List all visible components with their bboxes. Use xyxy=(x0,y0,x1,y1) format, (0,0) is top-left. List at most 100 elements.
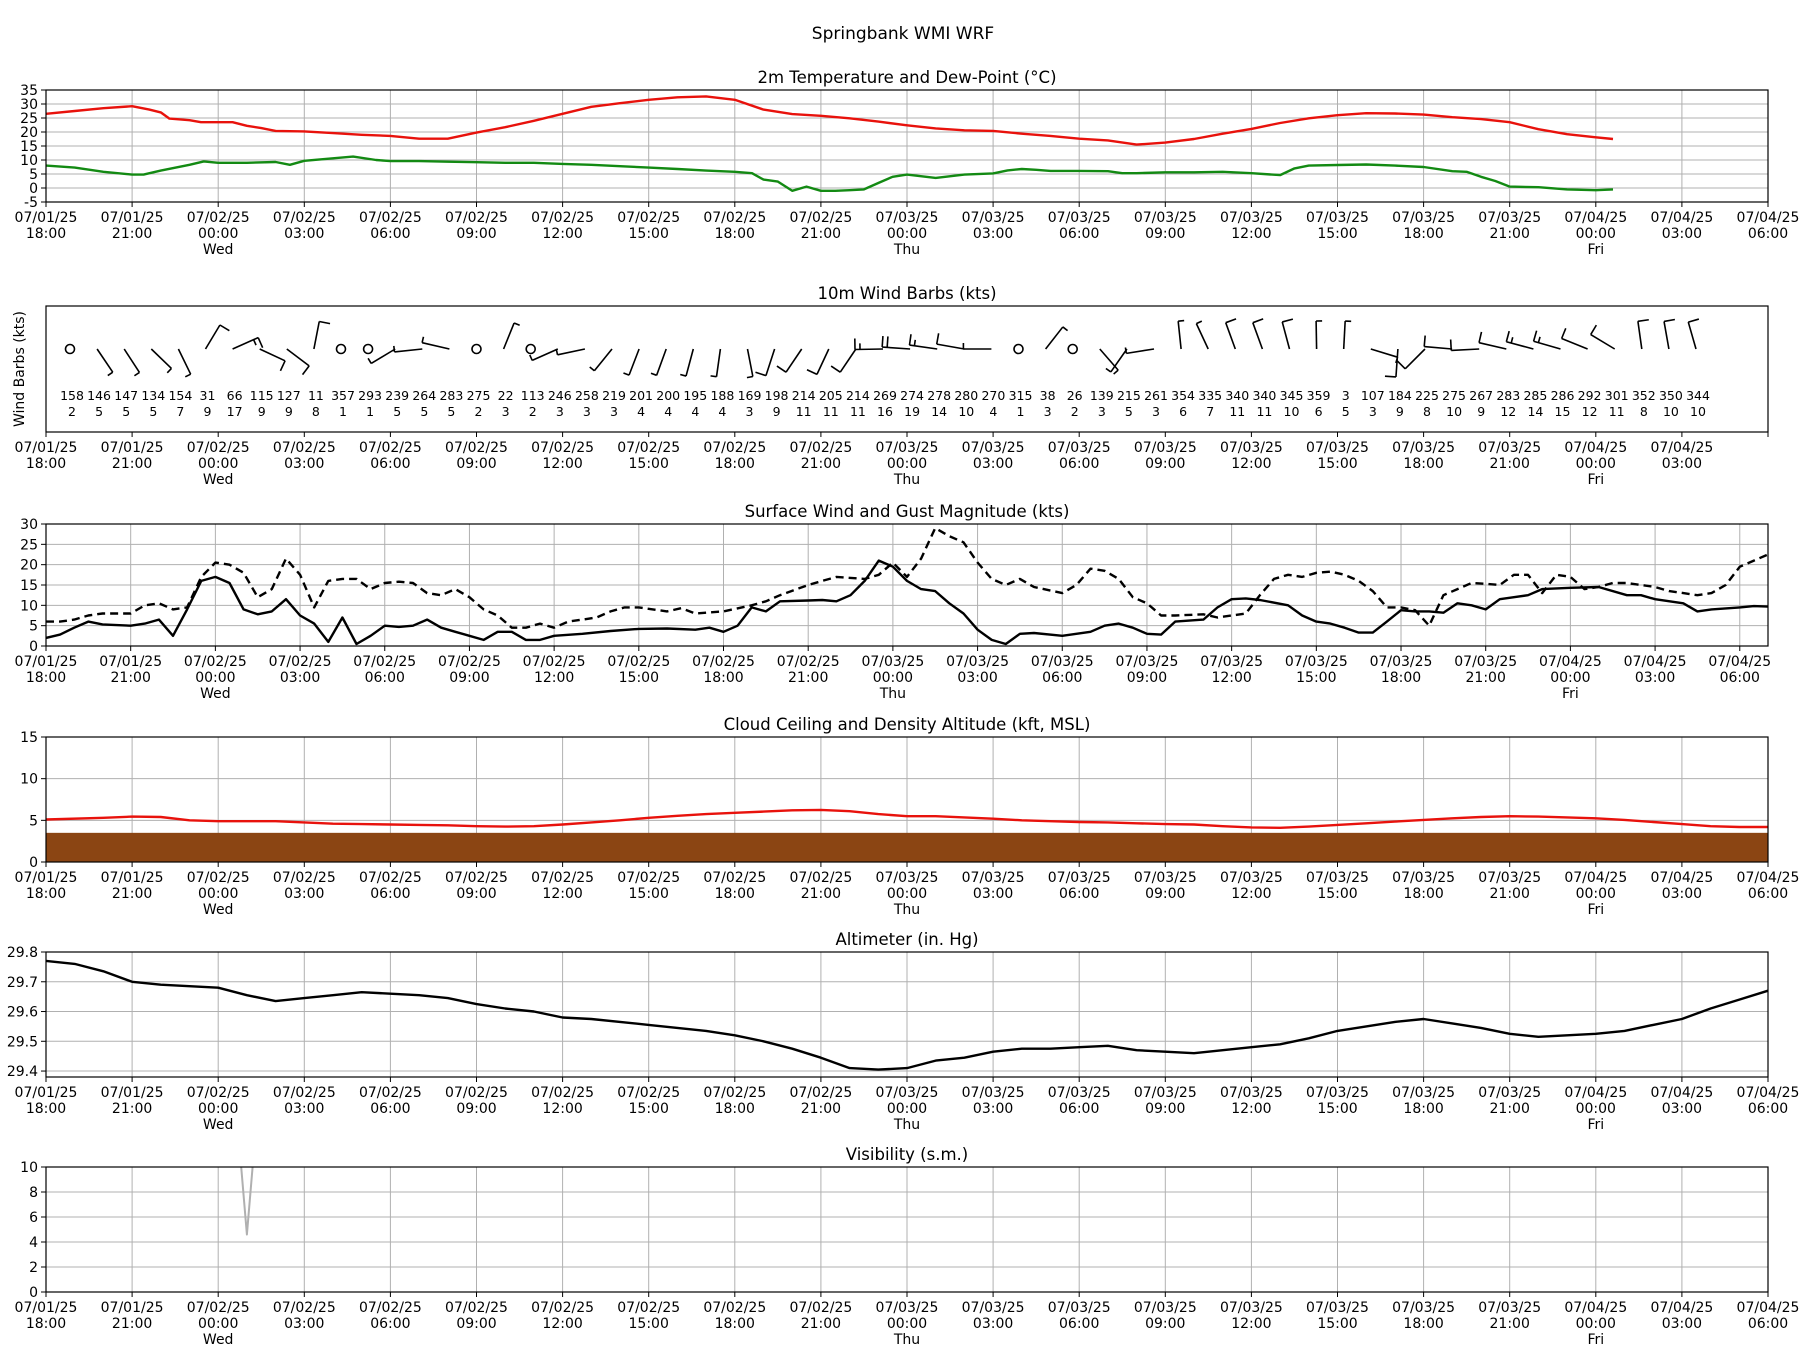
x-tick-label: 07/02/25 xyxy=(187,1085,250,1101)
barb-half-feather xyxy=(913,339,917,346)
barb-speed: 9 xyxy=(773,404,781,419)
barb-direction: 359 xyxy=(1307,388,1331,403)
barb-feather xyxy=(1560,328,1567,339)
wind-barb xyxy=(1195,320,1209,350)
x-tick-label: 03:00 xyxy=(973,886,1013,902)
calm-circle xyxy=(64,343,76,355)
x-tick-label: 18:00 xyxy=(715,1101,755,1117)
x-tick-label: 07/02/25 xyxy=(269,654,332,670)
barb-staff xyxy=(370,348,396,365)
calm-circle xyxy=(362,343,374,355)
barb-direction: 286 xyxy=(1551,388,1575,403)
x-tick-label: 07/03/25 xyxy=(1048,440,1111,456)
barb-direction: 107 xyxy=(1361,388,1385,403)
x-tick-label: 07/02/25 xyxy=(359,1300,422,1316)
x-tick-label: 09:00 xyxy=(1145,1316,1185,1332)
x-tick-label: 03:00 xyxy=(1662,456,1702,472)
wind-barb xyxy=(96,348,114,377)
x-tick-day-label: Thu xyxy=(879,686,906,702)
x-tick-label: 07/04/25 xyxy=(1539,654,1602,670)
barb-direction: 225 xyxy=(1415,388,1439,403)
x-tick-label: 07/03/25 xyxy=(1220,870,1283,886)
x-tick-label: 21:00 xyxy=(801,456,841,472)
wind-barb xyxy=(335,343,347,355)
x-tick-label: 07/02/25 xyxy=(531,870,594,886)
barb-direction: 354 xyxy=(1171,388,1195,403)
barb-feather xyxy=(1532,330,1538,342)
barb-direction: 270 xyxy=(981,388,1005,403)
barb-staff xyxy=(1478,341,1507,350)
x-tick-label: 21:00 xyxy=(801,1101,841,1117)
y-tick-label: -5 xyxy=(24,195,38,211)
barb-half-feather xyxy=(623,372,630,376)
barb-staff xyxy=(1451,348,1480,352)
barb-speed: 7 xyxy=(1206,404,1214,419)
x-tick-label: 07/02/25 xyxy=(789,1300,852,1316)
barb-staff xyxy=(150,348,172,370)
x-tick-label: 07/02/25 xyxy=(273,870,336,886)
barb-speed: 4 xyxy=(637,404,645,419)
barb-direction: 261 xyxy=(1144,388,1168,403)
barb-direction: 11 xyxy=(308,388,324,403)
barb-half-feather xyxy=(513,322,520,327)
x-tick-label: 18:00 xyxy=(715,1316,755,1332)
x-tick-label: 18:00 xyxy=(1381,670,1421,686)
wind-barb xyxy=(1423,335,1453,350)
barb-direction: 146 xyxy=(87,388,111,403)
x-tick-label: 06:00 xyxy=(1059,226,1099,242)
barb-staff xyxy=(1687,321,1697,350)
x-tick-label: 07/02/25 xyxy=(187,870,250,886)
barb-direction: 274 xyxy=(900,388,924,403)
barb-direction: 352 xyxy=(1632,388,1656,403)
x-tick-label: 07/04/25 xyxy=(1650,1300,1713,1316)
barb-staff xyxy=(628,348,640,376)
barb-half-feather xyxy=(1124,347,1128,354)
x-tick-label: 07/03/25 xyxy=(1392,210,1455,226)
x-tick-label: 21:00 xyxy=(112,886,152,902)
x-tick-label: 07/02/25 xyxy=(692,654,755,670)
x-tick-label: 00:00 xyxy=(873,670,913,686)
x-tick-label: 15:00 xyxy=(629,1316,669,1332)
barb-direction: 22 xyxy=(498,388,514,403)
barb-speed: 16 xyxy=(877,404,893,419)
barb-speed: 1 xyxy=(366,404,374,419)
barb-direction: 215 xyxy=(1117,388,1141,403)
wind-barb xyxy=(177,348,192,378)
barb-speed: 12 xyxy=(1582,404,1598,419)
barb-feather xyxy=(1384,375,1397,378)
wind-barb xyxy=(525,343,537,355)
x-tick-label: 00:00 xyxy=(1550,670,1590,686)
barb-staff xyxy=(1370,348,1398,358)
barb-feather xyxy=(1590,324,1598,335)
x-tick-label: 07/04/25 xyxy=(1564,440,1627,456)
barb-staff xyxy=(421,341,450,350)
barb-speed: 19 xyxy=(904,404,920,419)
series-line-1 xyxy=(46,808,1768,829)
barb-staff xyxy=(502,322,515,350)
wind-barb xyxy=(1124,347,1155,355)
y-tick-label: 10 xyxy=(20,153,38,169)
barb-speed: 4 xyxy=(664,404,672,419)
barb-speed: 2 xyxy=(529,404,537,419)
x-tick-label: 18:00 xyxy=(703,670,743,686)
panel-5: Altimeter (in. Hg)07/01/2518:0007/01/252… xyxy=(7,930,1800,1133)
x-tick-label: 12:00 xyxy=(542,1316,582,1332)
barb-staff xyxy=(286,348,310,367)
x-tick-label: 07/02/25 xyxy=(184,654,247,670)
y-tick-label: 0 xyxy=(29,639,38,655)
x-tick-label: 03:00 xyxy=(284,226,324,242)
barb-feather xyxy=(881,336,884,348)
x-tick-label: 07/02/25 xyxy=(359,870,422,886)
x-tick-label: 07/03/25 xyxy=(1306,1300,1369,1316)
barb-feather xyxy=(886,336,889,348)
x-tick-label: 07/03/25 xyxy=(1392,1300,1455,1316)
x-tick-label: 07/02/25 xyxy=(353,654,416,670)
barb-half-feather xyxy=(1178,319,1185,322)
x-tick-label: 07/04/25 xyxy=(1564,1300,1627,1316)
x-tick-label: 07/03/25 xyxy=(861,654,924,670)
barb-feather xyxy=(279,360,286,372)
page-title: Springbank WMI WRF xyxy=(812,24,994,44)
x-tick-label: 07/02/25 xyxy=(617,1300,680,1316)
y-tick-label: 30 xyxy=(20,517,38,533)
barb-staff xyxy=(531,348,559,362)
